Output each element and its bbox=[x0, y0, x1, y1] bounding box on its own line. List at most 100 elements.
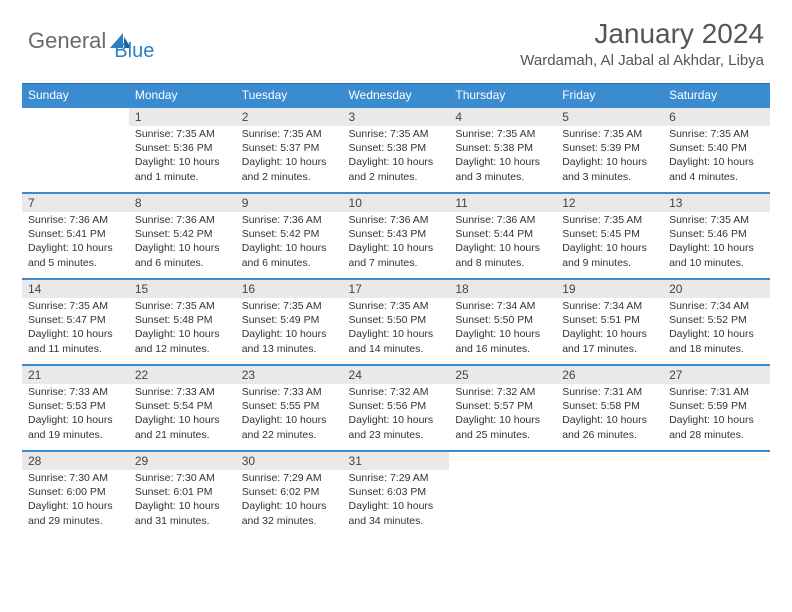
calendar-cell: 7Sunrise: 7:36 AMSunset: 5:41 PMDaylight… bbox=[22, 193, 129, 279]
day-number: 6 bbox=[663, 108, 770, 126]
day-number: 21 bbox=[22, 366, 129, 384]
title-block: January 2024 Wardamah, Al Jabal al Akhda… bbox=[520, 18, 764, 69]
day-details: Sunrise: 7:34 AMSunset: 5:51 PMDaylight:… bbox=[556, 298, 663, 360]
day-details: Sunrise: 7:35 AMSunset: 5:46 PMDaylight:… bbox=[663, 212, 770, 274]
day-number: 22 bbox=[129, 366, 236, 384]
calendar-cell: 27Sunrise: 7:31 AMSunset: 5:59 PMDayligh… bbox=[663, 365, 770, 451]
day-number: 30 bbox=[236, 452, 343, 470]
calendar-cell: 23Sunrise: 7:33 AMSunset: 5:55 PMDayligh… bbox=[236, 365, 343, 451]
day-number: 23 bbox=[236, 366, 343, 384]
weekday-header: Monday bbox=[129, 84, 236, 108]
day-number: 8 bbox=[129, 194, 236, 212]
day-details: Sunrise: 7:35 AMSunset: 5:37 PMDaylight:… bbox=[236, 126, 343, 188]
weekday-header: Thursday bbox=[449, 84, 556, 108]
day-number: 7 bbox=[22, 194, 129, 212]
day-details: Sunrise: 7:32 AMSunset: 5:56 PMDaylight:… bbox=[343, 384, 450, 446]
calendar-table: Sunday Monday Tuesday Wednesday Thursday… bbox=[22, 83, 770, 537]
weekday-header-row: Sunday Monday Tuesday Wednesday Thursday… bbox=[22, 84, 770, 108]
calendar-week-row: 14Sunrise: 7:35 AMSunset: 5:47 PMDayligh… bbox=[22, 279, 770, 365]
calendar-cell: 18Sunrise: 7:34 AMSunset: 5:50 PMDayligh… bbox=[449, 279, 556, 365]
weekday-header: Sunday bbox=[22, 84, 129, 108]
day-details: Sunrise: 7:36 AMSunset: 5:42 PMDaylight:… bbox=[129, 212, 236, 274]
day-number: 11 bbox=[449, 194, 556, 212]
day-number: 29 bbox=[129, 452, 236, 470]
day-number: 5 bbox=[556, 108, 663, 126]
day-details: Sunrise: 7:35 AMSunset: 5:48 PMDaylight:… bbox=[129, 298, 236, 360]
day-number: 9 bbox=[236, 194, 343, 212]
day-number: 26 bbox=[556, 366, 663, 384]
day-details: Sunrise: 7:36 AMSunset: 5:43 PMDaylight:… bbox=[343, 212, 450, 274]
day-details: Sunrise: 7:35 AMSunset: 5:40 PMDaylight:… bbox=[663, 126, 770, 188]
day-number: 2 bbox=[236, 108, 343, 126]
calendar-cell: 29Sunrise: 7:30 AMSunset: 6:01 PMDayligh… bbox=[129, 451, 236, 537]
weekday-header: Tuesday bbox=[236, 84, 343, 108]
day-details: Sunrise: 7:36 AMSunset: 5:42 PMDaylight:… bbox=[236, 212, 343, 274]
day-details: Sunrise: 7:35 AMSunset: 5:38 PMDaylight:… bbox=[343, 126, 450, 188]
day-number: 16 bbox=[236, 280, 343, 298]
day-details: Sunrise: 7:35 AMSunset: 5:36 PMDaylight:… bbox=[129, 126, 236, 188]
calendar-week-row: 7Sunrise: 7:36 AMSunset: 5:41 PMDaylight… bbox=[22, 193, 770, 279]
calendar-cell: 19Sunrise: 7:34 AMSunset: 5:51 PMDayligh… bbox=[556, 279, 663, 365]
calendar-cell: . bbox=[449, 451, 556, 537]
weekday-header: Friday bbox=[556, 84, 663, 108]
day-details: Sunrise: 7:35 AMSunset: 5:39 PMDaylight:… bbox=[556, 126, 663, 188]
calendar-cell: 11Sunrise: 7:36 AMSunset: 5:44 PMDayligh… bbox=[449, 193, 556, 279]
day-number: 24 bbox=[343, 366, 450, 384]
day-details: Sunrise: 7:35 AMSunset: 5:38 PMDaylight:… bbox=[449, 126, 556, 188]
calendar-cell: 28Sunrise: 7:30 AMSunset: 6:00 PMDayligh… bbox=[22, 451, 129, 537]
calendar-cell: 20Sunrise: 7:34 AMSunset: 5:52 PMDayligh… bbox=[663, 279, 770, 365]
calendar-cell: 31Sunrise: 7:29 AMSunset: 6:03 PMDayligh… bbox=[343, 451, 450, 537]
calendar-cell: 12Sunrise: 7:35 AMSunset: 5:45 PMDayligh… bbox=[556, 193, 663, 279]
day-number: 12 bbox=[556, 194, 663, 212]
day-details: Sunrise: 7:32 AMSunset: 5:57 PMDaylight:… bbox=[449, 384, 556, 446]
day-details: Sunrise: 7:35 AMSunset: 5:50 PMDaylight:… bbox=[343, 298, 450, 360]
day-number: 31 bbox=[343, 452, 450, 470]
day-number: 15 bbox=[129, 280, 236, 298]
weekday-header: Saturday bbox=[663, 84, 770, 108]
day-details: Sunrise: 7:33 AMSunset: 5:55 PMDaylight:… bbox=[236, 384, 343, 446]
day-details: Sunrise: 7:29 AMSunset: 6:02 PMDaylight:… bbox=[236, 470, 343, 532]
day-number: 4 bbox=[449, 108, 556, 126]
weekday-header: Wednesday bbox=[343, 84, 450, 108]
day-number: 20 bbox=[663, 280, 770, 298]
location-text: Wardamah, Al Jabal al Akhdar, Libya bbox=[520, 52, 764, 69]
day-number: 13 bbox=[663, 194, 770, 212]
day-details: Sunrise: 7:33 AMSunset: 5:53 PMDaylight:… bbox=[22, 384, 129, 446]
brand-text-blue: Blue bbox=[114, 40, 154, 63]
brand-logo: General Blue bbox=[28, 18, 154, 63]
calendar-cell: . bbox=[22, 107, 129, 193]
calendar-cell: 14Sunrise: 7:35 AMSunset: 5:47 PMDayligh… bbox=[22, 279, 129, 365]
calendar-cell: 6Sunrise: 7:35 AMSunset: 5:40 PMDaylight… bbox=[663, 107, 770, 193]
calendar-cell: 22Sunrise: 7:33 AMSunset: 5:54 PMDayligh… bbox=[129, 365, 236, 451]
calendar-cell: 10Sunrise: 7:36 AMSunset: 5:43 PMDayligh… bbox=[343, 193, 450, 279]
calendar-cell: 4Sunrise: 7:35 AMSunset: 5:38 PMDaylight… bbox=[449, 107, 556, 193]
day-details: Sunrise: 7:34 AMSunset: 5:52 PMDaylight:… bbox=[663, 298, 770, 360]
calendar-week-row: .1Sunrise: 7:35 AMSunset: 5:36 PMDayligh… bbox=[22, 107, 770, 193]
day-details: Sunrise: 7:31 AMSunset: 5:59 PMDaylight:… bbox=[663, 384, 770, 446]
header: General Blue January 2024 Wardamah, Al J… bbox=[0, 0, 792, 77]
calendar-cell: . bbox=[556, 451, 663, 537]
calendar-cell: 13Sunrise: 7:35 AMSunset: 5:46 PMDayligh… bbox=[663, 193, 770, 279]
day-details: Sunrise: 7:36 AMSunset: 5:41 PMDaylight:… bbox=[22, 212, 129, 274]
day-number: 3 bbox=[343, 108, 450, 126]
calendar-cell: 5Sunrise: 7:35 AMSunset: 5:39 PMDaylight… bbox=[556, 107, 663, 193]
brand-text-general: General bbox=[28, 28, 106, 54]
calendar-cell: 30Sunrise: 7:29 AMSunset: 6:02 PMDayligh… bbox=[236, 451, 343, 537]
calendar-cell: 16Sunrise: 7:35 AMSunset: 5:49 PMDayligh… bbox=[236, 279, 343, 365]
day-details: Sunrise: 7:31 AMSunset: 5:58 PMDaylight:… bbox=[556, 384, 663, 446]
day-number: 19 bbox=[556, 280, 663, 298]
day-details: Sunrise: 7:33 AMSunset: 5:54 PMDaylight:… bbox=[129, 384, 236, 446]
day-details: Sunrise: 7:30 AMSunset: 6:01 PMDaylight:… bbox=[129, 470, 236, 532]
day-number: 18 bbox=[449, 280, 556, 298]
calendar-cell: 21Sunrise: 7:33 AMSunset: 5:53 PMDayligh… bbox=[22, 365, 129, 451]
calendar-cell: . bbox=[663, 451, 770, 537]
day-details: Sunrise: 7:36 AMSunset: 5:44 PMDaylight:… bbox=[449, 212, 556, 274]
calendar-cell: 15Sunrise: 7:35 AMSunset: 5:48 PMDayligh… bbox=[129, 279, 236, 365]
calendar-cell: 25Sunrise: 7:32 AMSunset: 5:57 PMDayligh… bbox=[449, 365, 556, 451]
calendar-cell: 8Sunrise: 7:36 AMSunset: 5:42 PMDaylight… bbox=[129, 193, 236, 279]
day-details: Sunrise: 7:35 AMSunset: 5:47 PMDaylight:… bbox=[22, 298, 129, 360]
month-title: January 2024 bbox=[520, 18, 764, 50]
calendar-week-row: 28Sunrise: 7:30 AMSunset: 6:00 PMDayligh… bbox=[22, 451, 770, 537]
calendar-cell: 24Sunrise: 7:32 AMSunset: 5:56 PMDayligh… bbox=[343, 365, 450, 451]
day-details: Sunrise: 7:34 AMSunset: 5:50 PMDaylight:… bbox=[449, 298, 556, 360]
